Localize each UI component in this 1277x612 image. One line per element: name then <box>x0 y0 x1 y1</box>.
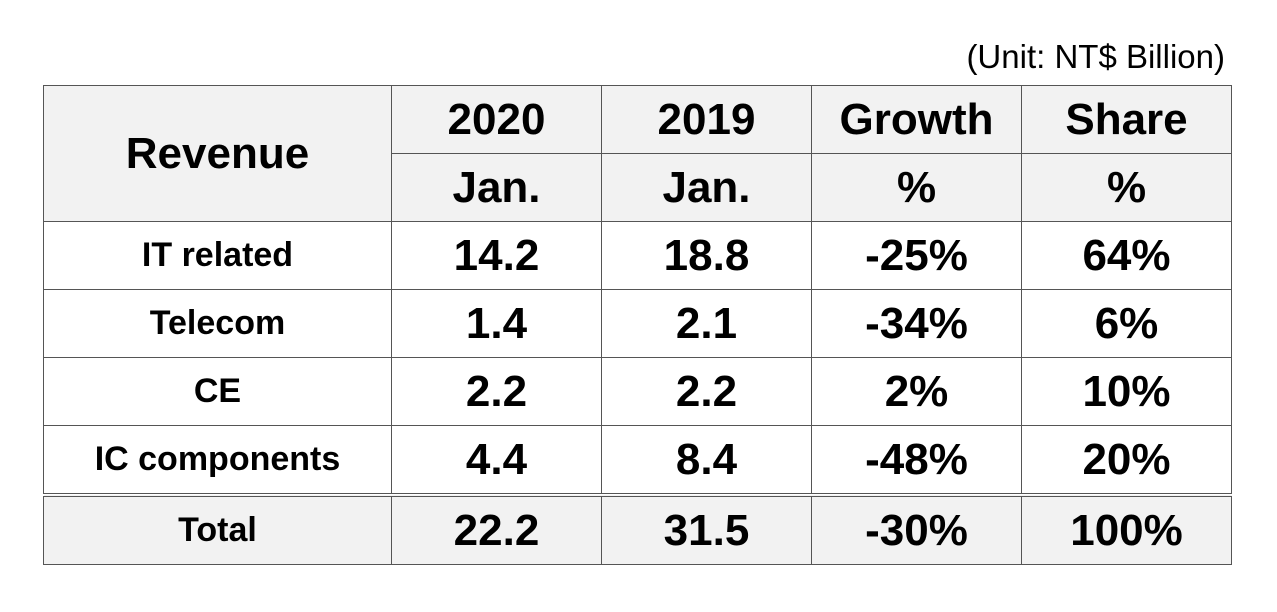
table-cell: 22.2 <box>391 493 602 565</box>
table-cell: 6% <box>1021 289 1232 358</box>
col-subheader-2020: Jan. <box>391 153 602 222</box>
col-header-growth: Growth <box>811 85 1022 154</box>
row-label: IC components <box>43 425 392 496</box>
table-cell: -34% <box>811 289 1022 358</box>
table-cell: 2% <box>811 357 1022 426</box>
table-cell: -25% <box>811 221 1022 290</box>
header-row-top: Revenue 2020 2019 Growth Share <box>43 85 1232 222</box>
table-cell: 20% <box>1021 425 1232 496</box>
header-row-bottom: Jan. Jan. % % <box>44 153 1232 222</box>
table-row-it-related: IT related 14.2 18.8 -25% 64% <box>43 221 1232 290</box>
table-cell: 2.2 <box>601 357 812 426</box>
col-header-2020: 2020 <box>391 85 602 154</box>
table-cell: 4.4 <box>391 425 602 496</box>
table-cell: 31.5 <box>601 493 812 565</box>
table-row-total: Total 22.2 31.5 -30% 100% <box>43 493 1232 565</box>
row-label: IT related <box>43 221 392 290</box>
table-cell: 14.2 <box>391 221 602 290</box>
table-row-ce: CE 2.2 2.2 2% 10% <box>43 357 1232 426</box>
table-row-ic-components: IC components 4.4 8.4 -48% 20% <box>43 425 1232 496</box>
col-subheader-2019: Jan. <box>601 153 812 222</box>
row-label: CE <box>43 357 392 426</box>
table-cell: 8.4 <box>601 425 812 496</box>
table-cell: 64% <box>1021 221 1232 290</box>
table-cell: 18.8 <box>601 221 812 290</box>
table-cell: 10% <box>1021 357 1232 426</box>
row-label: Telecom <box>43 289 392 358</box>
unit-label: (Unit: NT$ Billion) <box>966 38 1225 75</box>
revenue-table: Revenue 2020 2019 Growth Share Jan. Jan.… <box>43 85 1232 565</box>
table-cell: 100% <box>1021 493 1232 565</box>
table-cell: 2.2 <box>391 357 602 426</box>
col-subheader-share: % <box>1021 153 1232 222</box>
col-header-2019: 2019 <box>601 85 812 154</box>
table-cell: -30% <box>811 493 1022 565</box>
table-cell: 1.4 <box>391 289 602 358</box>
col-subheader-growth: % <box>811 153 1022 222</box>
col-header-share: Share <box>1021 85 1232 154</box>
row-label: Total <box>43 493 392 565</box>
table-cell: -48% <box>811 425 1022 496</box>
revenue-header: Revenue <box>43 85 392 222</box>
table-row-telecom: Telecom 1.4 2.1 -34% 6% <box>43 289 1232 358</box>
table-cell: 2.1 <box>601 289 812 358</box>
